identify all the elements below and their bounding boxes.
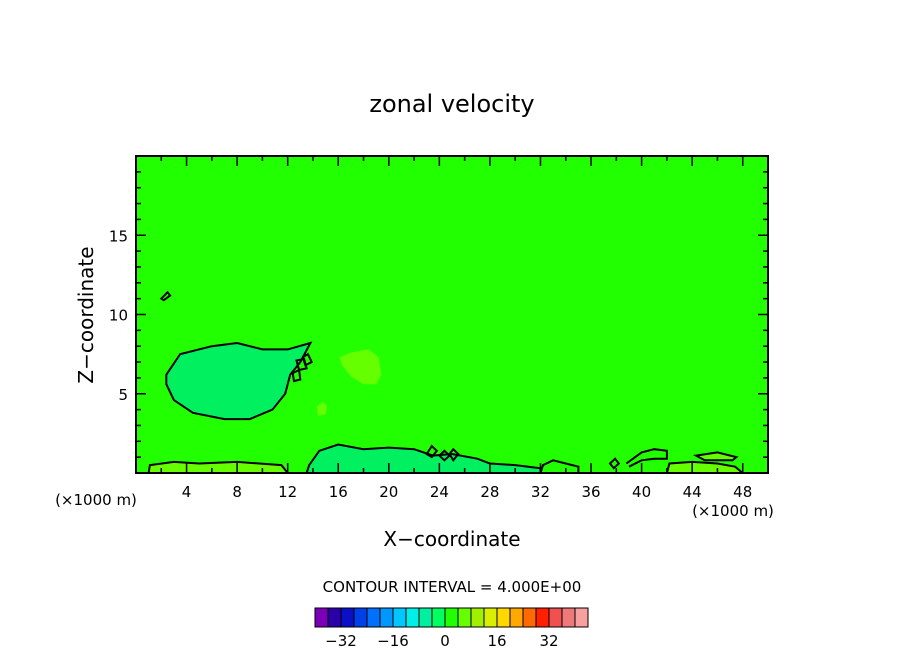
x-unit-left: (×1000 m) <box>55 491 137 509</box>
x-tick-label: 32 <box>531 483 550 501</box>
colorbar-swatch <box>561 607 576 628</box>
contour-line <box>425 444 439 459</box>
colorbar-swatch <box>509 607 524 628</box>
x-tick-label: 20 <box>379 483 398 501</box>
colorbar-swatch <box>392 607 407 628</box>
positive-velocity-region <box>339 349 382 385</box>
x-tick-label: 16 <box>329 483 348 501</box>
x-tick-label: 12 <box>278 483 297 501</box>
colorbar-tick-label: −32 <box>325 632 357 650</box>
contour-line <box>159 290 172 302</box>
colorbar-swatch <box>548 607 563 628</box>
x-tick-label: 8 <box>232 483 242 501</box>
positive-velocity-region <box>316 401 327 416</box>
contour-line <box>625 448 668 468</box>
colorbar-swatch <box>366 607 381 628</box>
x-tick-label: 44 <box>683 483 702 501</box>
positive-velocity-region <box>148 461 288 473</box>
x-tick-label: 48 <box>733 483 752 501</box>
contour-line <box>165 341 313 421</box>
contour-line <box>692 451 739 462</box>
x-tick-label: 4 <box>182 483 192 501</box>
colorbar-tick-label: −16 <box>377 632 409 650</box>
colorbar-swatch <box>496 607 511 628</box>
contour-line <box>291 368 302 383</box>
colorbar-swatch <box>522 607 537 628</box>
colorbar-tick-label: 32 <box>539 632 558 650</box>
x-tick-label: 28 <box>480 483 499 501</box>
colorbar-swatch <box>444 607 459 628</box>
colorbar-swatch <box>340 607 355 628</box>
colorbar-swatch <box>535 607 550 628</box>
colorbar-swatch <box>470 607 485 628</box>
contour-interval-label: CONTOUR INTERVAL = 4.000E+00 <box>323 578 582 596</box>
y-tick-label: 5 <box>118 386 128 404</box>
contour-line <box>665 460 744 473</box>
y-tick-label: 15 <box>109 227 128 245</box>
colorbar-tick-label: 0 <box>440 632 450 650</box>
contour-line <box>608 457 621 470</box>
colorbar-swatch <box>574 607 589 628</box>
x-tick-label: 24 <box>430 483 449 501</box>
colorbar: −32 −16 0 16 32 <box>314 607 589 650</box>
colorbar-tick-label: 16 <box>487 632 506 650</box>
negative-velocity-region <box>166 343 311 420</box>
x-unit-right: (×1000 m) <box>692 502 774 520</box>
colorbar-swatch <box>379 607 394 628</box>
contour-line <box>147 460 289 473</box>
y-tick-label: 10 <box>109 307 128 325</box>
negative-velocity-region <box>306 444 541 473</box>
colorbar-swatch <box>418 607 433 628</box>
filled-regions <box>148 343 743 473</box>
x-axis-label: X−coordinate <box>383 527 520 551</box>
colorbar-swatch <box>483 607 498 628</box>
contour-line <box>301 352 314 367</box>
contour-line <box>539 459 580 473</box>
plot-background <box>136 156 768 473</box>
x-tick-label: 36 <box>581 483 600 501</box>
x-tick-label: 40 <box>632 483 651 501</box>
chart-title: zonal velocity <box>369 90 534 118</box>
colorbar-swatch <box>457 607 472 628</box>
colorbar-swatch <box>353 607 368 628</box>
colorbar-swatch <box>431 607 446 628</box>
contour-line <box>305 443 542 473</box>
contour-lines <box>147 290 744 473</box>
contour-line <box>448 447 460 463</box>
colorbar-swatch <box>327 607 342 628</box>
colorbar-swatch <box>314 607 329 628</box>
y-axis-label: Z−coordinate <box>74 246 98 383</box>
colorbar-swatch <box>405 607 420 628</box>
contour-line <box>295 357 308 372</box>
